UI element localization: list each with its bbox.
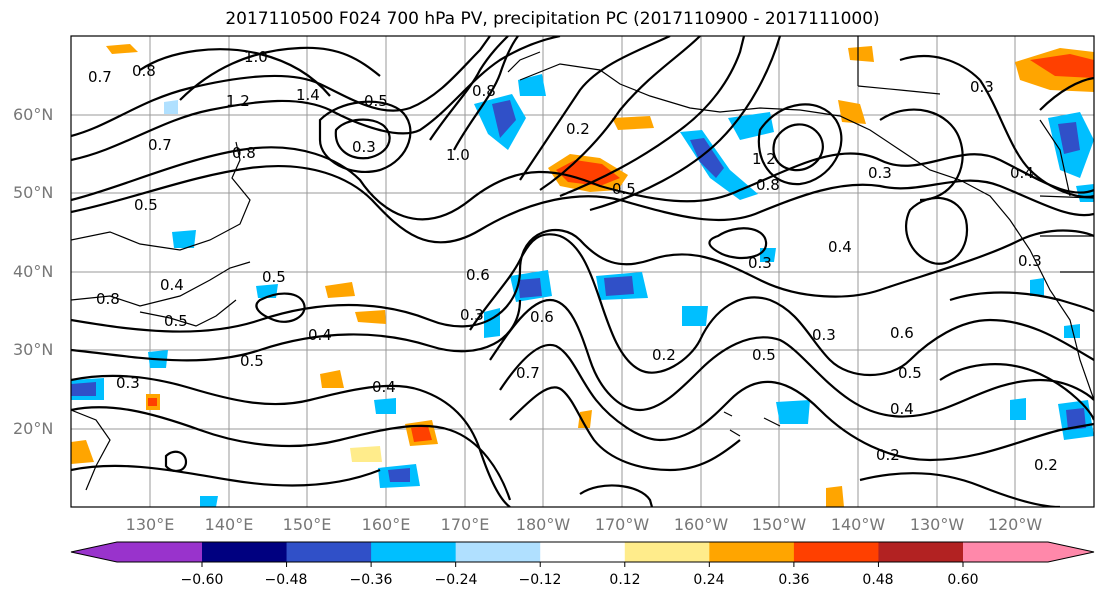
lon-label: 130°E bbox=[125, 515, 175, 534]
lon-label: 140°W bbox=[830, 515, 886, 534]
contour-label: 0.8 bbox=[96, 290, 120, 308]
colorbar-segment bbox=[793, 542, 879, 562]
colorbar-tick-label: −0.36 bbox=[349, 572, 393, 588]
lat-label: 50°N bbox=[13, 183, 54, 202]
contour-label: 0.7 bbox=[148, 136, 172, 154]
contour-label: 0.3 bbox=[460, 306, 484, 324]
colorbar-outline bbox=[70, 541, 1095, 563]
lon-label: 160°E bbox=[361, 515, 411, 534]
coastlines bbox=[71, 36, 1094, 491]
contour-label: 0.5 bbox=[262, 268, 286, 286]
contour-label: 0.3 bbox=[116, 374, 140, 392]
contour-label: 0.3 bbox=[1018, 252, 1042, 270]
colorbar-tick-label: −0.12 bbox=[518, 572, 562, 588]
contour-label: 0.6 bbox=[530, 308, 554, 326]
map-frame bbox=[70, 35, 1095, 508]
lon-label: 140°E bbox=[204, 515, 254, 534]
colorbar-segment bbox=[202, 542, 288, 562]
lon-label: 130°W bbox=[909, 515, 965, 534]
contour-label: 0.5 bbox=[240, 352, 264, 370]
contour-label: 1.2 bbox=[226, 92, 250, 110]
colorbar-segment bbox=[709, 542, 795, 562]
lon-label: 150°E bbox=[282, 515, 332, 534]
lon-label: 150°W bbox=[751, 515, 807, 534]
colorbar-extend-max bbox=[1048, 542, 1094, 562]
contour-label: 0.3 bbox=[970, 78, 994, 96]
contour-label: 1.4 bbox=[296, 86, 320, 104]
contour-label: 1.2 bbox=[752, 150, 776, 168]
contour-label: 0.2 bbox=[876, 446, 900, 464]
contour-label: 0.3 bbox=[868, 164, 892, 182]
lon-label: 170°W bbox=[594, 515, 650, 534]
precipitation-shading bbox=[71, 44, 1094, 507]
colorbar-extend-min bbox=[71, 542, 117, 562]
contour-label: 0.3 bbox=[352, 138, 376, 156]
contour-label: 0.3 bbox=[812, 326, 836, 344]
contour-label: 0.4 bbox=[1010, 164, 1034, 182]
colorbar-tick-label: 0.12 bbox=[609, 572, 641, 588]
colorbar-segment bbox=[286, 542, 372, 562]
contour-label: 0.5 bbox=[898, 364, 922, 382]
contour-label: 0.7 bbox=[88, 68, 112, 86]
contour-label: 1.0 bbox=[244, 48, 268, 66]
contour-label: 0.2 bbox=[652, 346, 676, 364]
contour-label: 0.2 bbox=[566, 120, 590, 138]
lat-label: 40°N bbox=[13, 262, 54, 281]
contour-label: 0.5 bbox=[612, 180, 636, 198]
map-title: 2017110500 F024 700 hPa PV, precipitatio… bbox=[225, 9, 880, 29]
lon-label: 180°W bbox=[515, 515, 571, 534]
contour-label: 0.6 bbox=[466, 266, 490, 284]
contour-label: 0.4 bbox=[160, 276, 184, 294]
contour-label: 0.5 bbox=[752, 346, 776, 364]
contour-label: 0.2 bbox=[1034, 456, 1058, 474]
lat-label: 60°N bbox=[13, 105, 54, 124]
contour-label: 0.8 bbox=[132, 62, 156, 80]
contour-label: 1.0 bbox=[446, 146, 470, 164]
precip-positive-anomaly-core bbox=[1030, 54, 1094, 78]
colorbar-segment bbox=[878, 542, 964, 562]
colorbar-segment bbox=[963, 542, 1048, 562]
lat-label: 20°N bbox=[13, 419, 54, 438]
map-plot-area: 0.7 0.8 1.0 1.2 1.4 0.5 0.3 1.0 0.8 0.2 … bbox=[71, 36, 1094, 507]
colorbar-tick-label: 0.36 bbox=[778, 572, 810, 588]
colorbar-tick-label: −0.48 bbox=[264, 572, 308, 588]
contour-label: 0.4 bbox=[890, 400, 914, 418]
precip-positive-anomaly-core bbox=[556, 160, 620, 186]
contour-label: 0.3 bbox=[748, 254, 772, 272]
colorbar-segment bbox=[117, 542, 202, 562]
contour-label: 0.8 bbox=[756, 176, 780, 194]
contour-labels: 0.7 0.8 1.0 1.2 1.4 0.5 0.3 1.0 0.8 0.2 … bbox=[88, 48, 1058, 474]
colorbar-tick-label: 0.60 bbox=[947, 572, 979, 588]
pv-contours bbox=[71, 36, 1094, 507]
lat-label: 30°N bbox=[13, 340, 54, 359]
contour-label: 0.6 bbox=[890, 324, 914, 342]
contour-label: 0.7 bbox=[516, 364, 540, 382]
colorbar-tick-label: 0.24 bbox=[693, 572, 725, 588]
contour-label: 0.5 bbox=[364, 92, 388, 110]
contour-label: 0.5 bbox=[164, 312, 188, 330]
contour-label: 0.8 bbox=[232, 144, 256, 162]
colorbar-tick-label: −0.60 bbox=[180, 572, 224, 588]
colorbar-segment bbox=[540, 542, 626, 562]
contour-label: 0.4 bbox=[828, 238, 852, 256]
contour-label: 0.8 bbox=[472, 82, 496, 100]
colorbar-segment bbox=[455, 542, 541, 562]
contour-label: 0.5 bbox=[134, 196, 158, 214]
lon-label: 120°W bbox=[987, 515, 1043, 534]
contour-label: 0.4 bbox=[372, 378, 396, 396]
contour-label: 0.4 bbox=[308, 326, 332, 344]
colorbar-segment bbox=[624, 542, 710, 562]
colorbar bbox=[70, 541, 1095, 567]
lon-label: 160°W bbox=[673, 515, 729, 534]
lon-label: 170°E bbox=[440, 515, 490, 534]
colorbar-segment bbox=[371, 542, 457, 562]
colorbar-tick-label: 0.48 bbox=[862, 572, 894, 588]
colorbar-tick-label: −0.24 bbox=[434, 572, 478, 588]
